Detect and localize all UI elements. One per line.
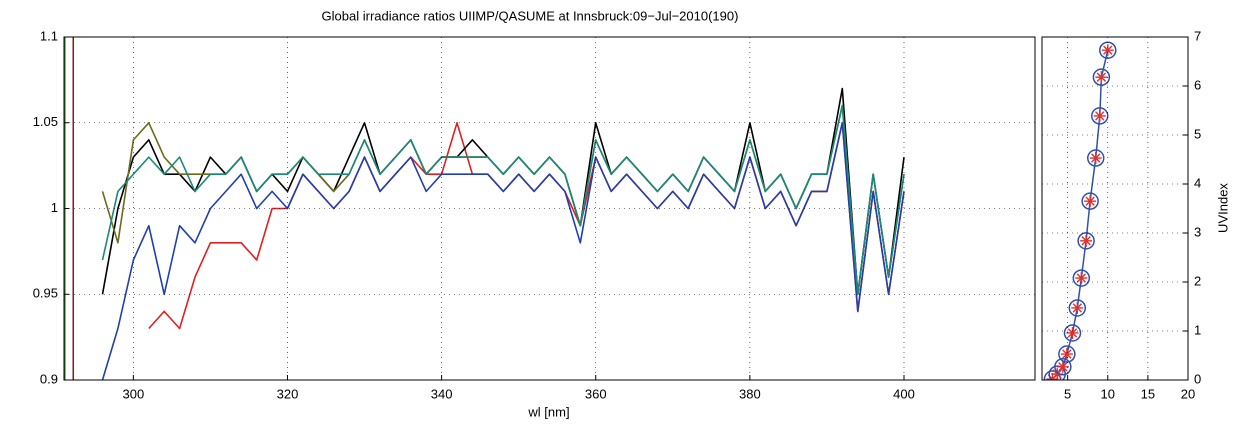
y-tick-label: 5 [1194, 126, 1201, 141]
x-tick-label: 300 [123, 386, 145, 401]
series-line [148, 122, 905, 330]
star-marker [1071, 301, 1084, 314]
star-marker [1051, 368, 1064, 380]
x-tick-label: 360 [585, 386, 607, 401]
star-marker [1101, 44, 1114, 57]
star-marker [1066, 326, 1079, 339]
y-tick-label: 1.05 [33, 114, 58, 129]
star-marker [1084, 195, 1097, 208]
y-tick-label: 1 [51, 200, 58, 215]
circle-marker [1081, 192, 1099, 210]
y-tick-label: 3 [1194, 224, 1201, 239]
x-tick-label: 20 [1181, 386, 1195, 401]
circle-marker [1092, 68, 1111, 86]
chart-title: Global irradiance ratios UIIMP/QASUME at… [322, 8, 739, 23]
star-marker [1056, 360, 1069, 373]
x-tick-label: 320 [277, 386, 299, 401]
axes-frame [1041, 36, 1189, 381]
y-tick-label: 0.95 [33, 286, 58, 301]
y-tick-label: 4 [1194, 175, 1201, 190]
x-tick-label: 15 [1141, 386, 1155, 401]
circle-marker [1054, 358, 1072, 376]
star-marker [1095, 71, 1108, 84]
y-tick-label: 2 [1194, 273, 1201, 288]
star-marker [1060, 348, 1073, 361]
x-axis-label: wl [nm] [527, 404, 569, 419]
star-marker [1089, 152, 1102, 165]
y-axis-label: UVIndex [1215, 183, 1230, 233]
circle-marker [1077, 232, 1095, 250]
series-line [101, 122, 905, 380]
y-tick-label: 1 [1194, 322, 1201, 337]
star-marker [1075, 272, 1088, 285]
circle-marker [1058, 345, 1076, 363]
x-tick-label: 340 [431, 386, 453, 401]
circle-marker [1063, 324, 1082, 342]
axes-frame [63, 36, 1036, 381]
x-tick-label: 400 [893, 386, 915, 401]
y-tick-label: 0.9 [40, 371, 58, 386]
circle-marker [1072, 269, 1091, 287]
circle-marker [1086, 149, 1105, 167]
x-tick-label: 10 [1101, 386, 1115, 401]
circle-marker [1043, 370, 1062, 380]
y-tick-label: 7 [1194, 28, 1201, 43]
y-tick-label: 0 [1194, 371, 1201, 386]
y-tick-label: 1.1 [40, 28, 58, 43]
circle-marker [1068, 299, 1087, 317]
plot-area [1043, 41, 1117, 380]
x-tick-label: 5 [1064, 386, 1071, 401]
star-marker [1080, 234, 1093, 247]
y-tick-label: 6 [1194, 77, 1201, 92]
star-marker [1046, 373, 1059, 380]
star-marker [1093, 109, 1106, 122]
circle-marker [1091, 107, 1109, 125]
series-line [101, 104, 905, 296]
x-tick-label: 380 [739, 386, 761, 401]
